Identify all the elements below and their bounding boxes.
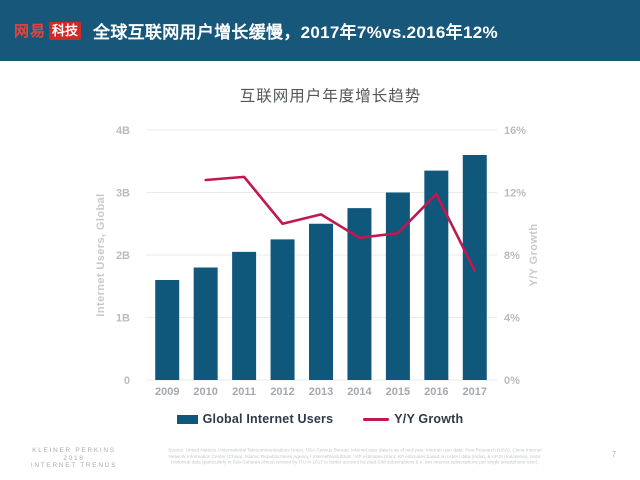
- left-axis-tick: 2B: [116, 250, 130, 262]
- brand-line-2: 2018: [63, 454, 85, 462]
- right-axis-tick: 4%: [504, 313, 520, 325]
- bar-2011: [232, 251, 257, 380]
- right-axis-tick: 12%: [504, 188, 526, 200]
- x-axis-label: 2017: [463, 386, 487, 398]
- x-axis-label: 2009: [155, 386, 179, 398]
- x-axis-label: 2016: [424, 386, 448, 398]
- chart-title: 互联网用户年度增长趋势: [239, 88, 422, 105]
- netease-logo-text: 网易: [14, 23, 47, 40]
- netease-tech-logo: 网易 科技: [14, 20, 82, 41]
- left-axis-title: Internet Users, Global: [95, 193, 107, 316]
- bar-2013: [309, 223, 333, 380]
- header-band: 网易 科技 全球互联网用户增长缓慢，2017年7%vs.2016年12%: [0, 0, 640, 61]
- right-axis-title: Y/Y Growth: [528, 223, 540, 286]
- tech-logo-badge: 科技: [49, 21, 82, 40]
- source-note-block: Source: United Nations / International T…: [160, 448, 550, 474]
- left-axis-tick: 0: [124, 375, 130, 387]
- chart-canvas: 4B 16% 3B 12% 2B 8% 1B 4% 0 0% 2009 2010 2011 2012 201…: [95, 125, 540, 398]
- right-axis-tick: 16%: [504, 125, 526, 137]
- bar-2012: [270, 239, 295, 380]
- line-series-swatch-icon: [363, 417, 390, 421]
- page-number: 7: [611, 450, 617, 459]
- brand-line-3: INTERNET TRENDS: [30, 462, 118, 469]
- article-title: 全球互联网用户增长缓慢，2017年7%vs.2016年12%: [93, 23, 498, 42]
- left-axis-tick: 1B: [116, 313, 130, 325]
- bar-series-swatch-icon: [176, 414, 198, 424]
- left-axis-tick: 3B: [116, 188, 130, 200]
- right-axis-tick: 0%: [504, 375, 520, 387]
- legend-label: Global Internet Users: [202, 412, 334, 426]
- growth-line: [204, 175, 477, 272]
- x-axis-label: 2010: [193, 386, 217, 398]
- x-axis-label: 2015: [386, 386, 410, 398]
- kleiner-perkins-brand: KLEINER PERKINS 2018 INTERNET TRENDS: [8, 447, 140, 470]
- brand-line-1: KLEINER PERKINS: [32, 447, 116, 454]
- bar-2016: [424, 170, 449, 380]
- legend-label: Y/Y Growth: [394, 412, 464, 426]
- x-axis-label: 2014: [347, 386, 372, 398]
- source-note-text: Source: United Nations / International T…: [168, 448, 542, 466]
- chart-legend: Global Internet Users Y/Y Growth: [0, 410, 640, 428]
- legend-item-yy-growth: Y/Y Growth: [363, 412, 463, 426]
- bar-2015: [385, 192, 410, 380]
- x-axis-label: 2012: [270, 386, 294, 398]
- bar-2010: [193, 267, 218, 380]
- legend-item-global-internet-users: Global Internet Users: [176, 412, 334, 426]
- x-axis-label: 2011: [232, 386, 256, 398]
- bar-2017: [462, 155, 487, 380]
- right-axis-tick: 8%: [504, 250, 520, 262]
- left-axis-tick: 4B: [116, 125, 130, 137]
- bar-2009: [155, 280, 180, 380]
- x-axis-label: 2013: [309, 386, 333, 398]
